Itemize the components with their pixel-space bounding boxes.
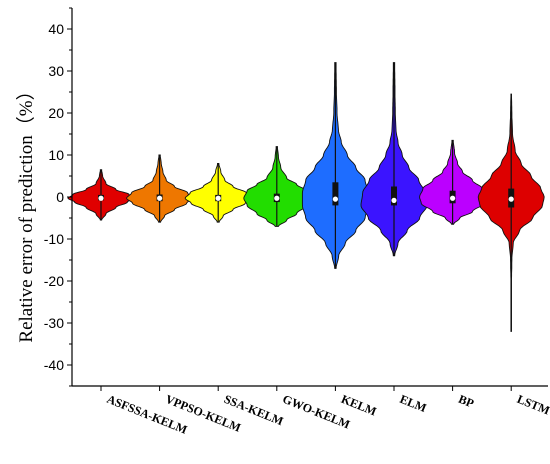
y-axis-label: Relative error of prediction（%） bbox=[15, 81, 37, 342]
y-tick-label: 10 bbox=[48, 147, 64, 163]
violin-bp bbox=[419, 139, 487, 225]
y-tick-label: -10 bbox=[44, 231, 64, 247]
iqr-box bbox=[391, 186, 397, 206]
violin-kelm bbox=[301, 62, 369, 269]
y-tick-label: 0 bbox=[56, 189, 64, 205]
iqr-box bbox=[332, 182, 339, 206]
violin-gwo-kelm bbox=[243, 146, 311, 227]
y-tick-label: 30 bbox=[48, 63, 64, 79]
violins-layer bbox=[67, 62, 545, 332]
x-tick-label: ELM bbox=[398, 392, 429, 415]
x-tick-label: LSTM bbox=[515, 392, 550, 418]
violin-ssa-kelm bbox=[184, 162, 252, 223]
axes-layer: -40-30-20-10010203040ASFSSA-KELMVPPSO-KE… bbox=[44, 7, 550, 437]
y-tick-label: -40 bbox=[44, 357, 64, 373]
x-tick-label: KELM bbox=[339, 392, 378, 419]
x-tick-label: BP bbox=[456, 392, 475, 411]
y-tick-label: 40 bbox=[48, 21, 64, 37]
median-point bbox=[508, 196, 514, 202]
violin-lstm bbox=[477, 93, 545, 332]
y-tick-label: 20 bbox=[48, 105, 64, 121]
median-point bbox=[157, 195, 163, 201]
median-point bbox=[332, 196, 338, 202]
median-point bbox=[98, 195, 104, 201]
violin-vppso-kelm bbox=[126, 154, 194, 223]
median-point bbox=[391, 197, 397, 203]
violin-elm bbox=[360, 62, 428, 257]
median-point bbox=[450, 195, 456, 201]
y-tick-label: -20 bbox=[44, 273, 64, 289]
violin-asfssa-kelm bbox=[67, 169, 135, 221]
y-tick-label: -30 bbox=[44, 315, 64, 331]
median-point bbox=[215, 195, 221, 201]
median-point bbox=[274, 195, 280, 201]
